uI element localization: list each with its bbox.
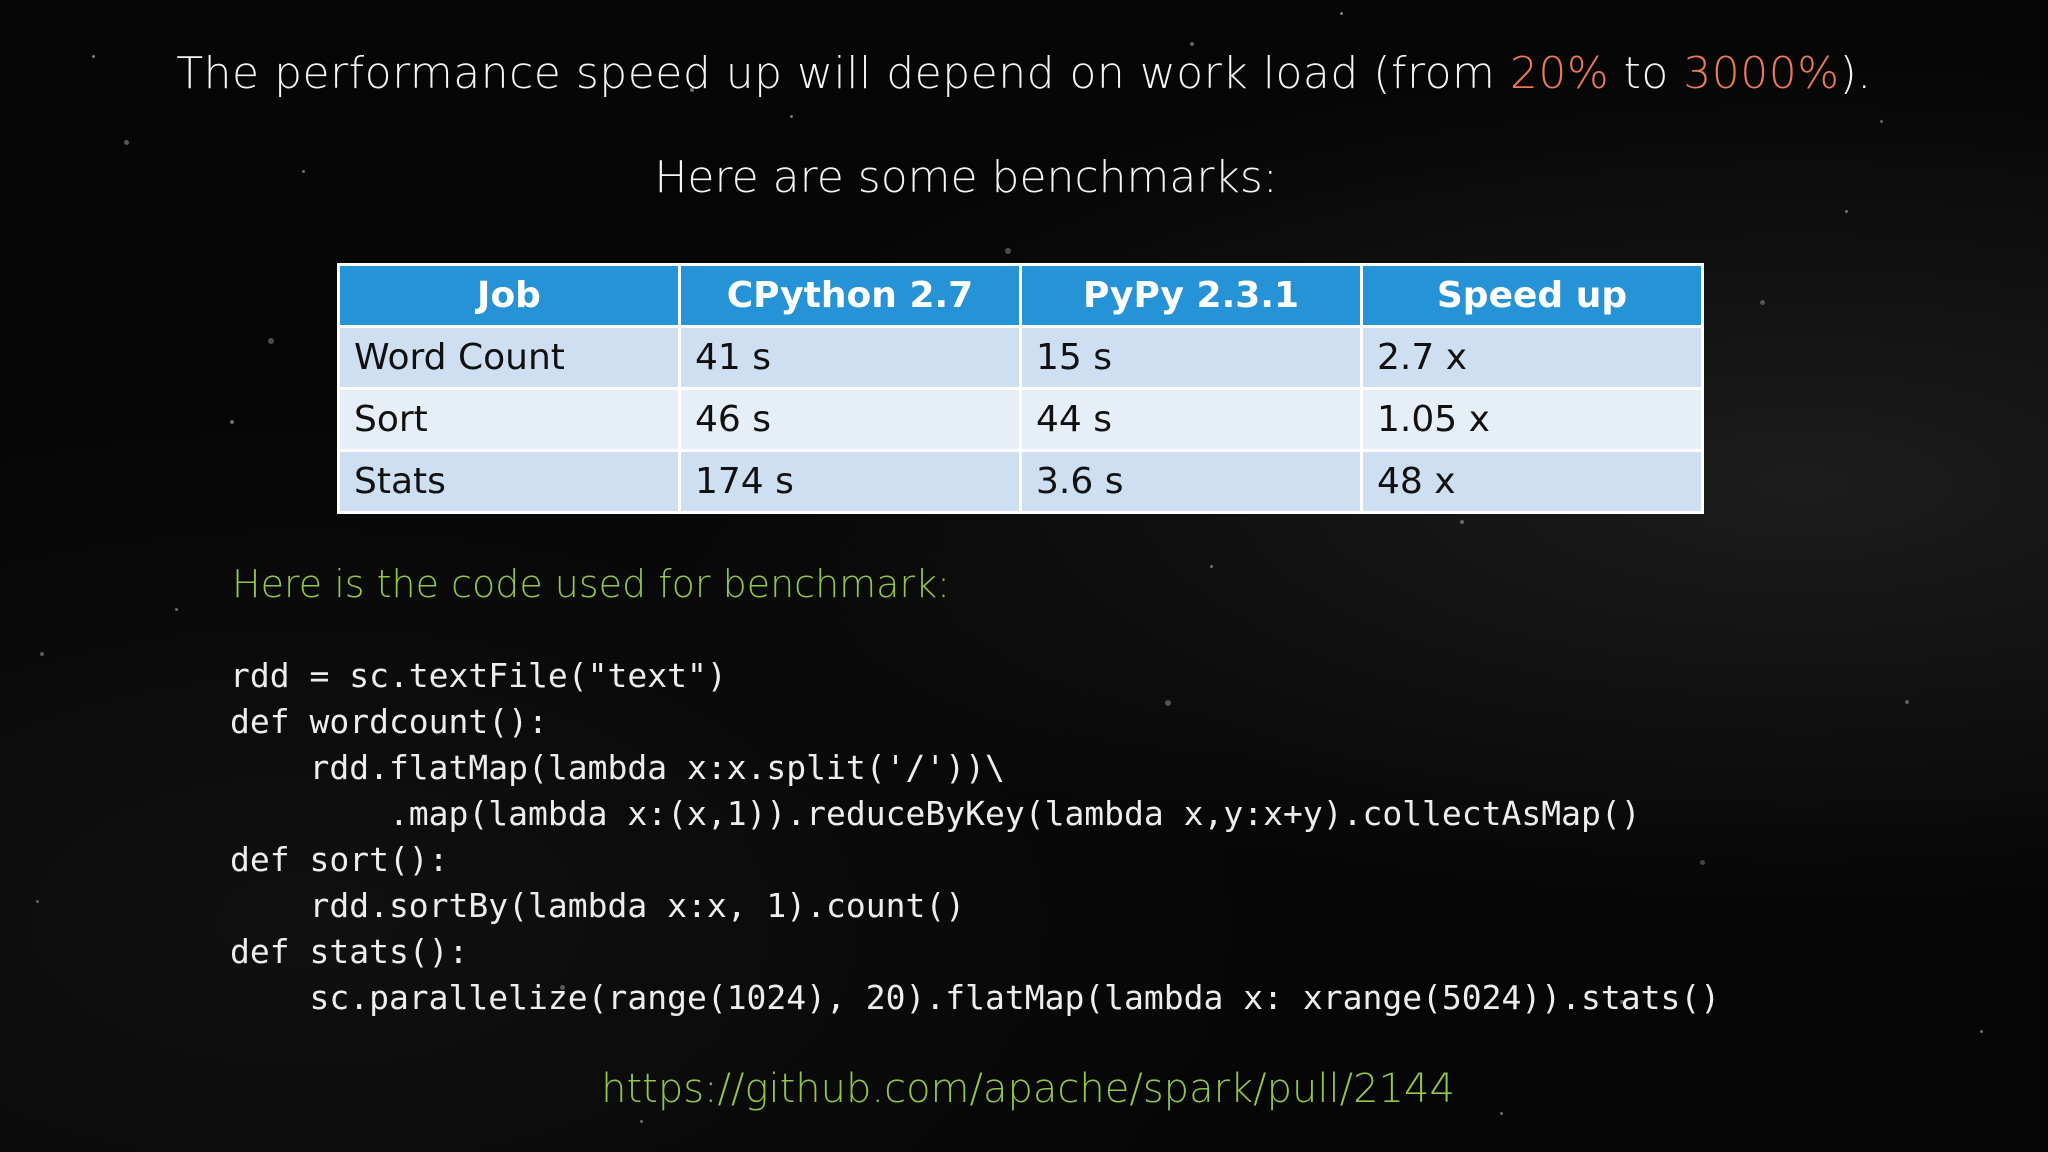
star — [360, 912, 364, 916]
cell-cpython: 174 s — [678, 449, 1022, 514]
star — [1500, 1112, 1503, 1115]
cell-pypy: 15 s — [1019, 325, 1363, 390]
cell-cpython: 41 s — [678, 325, 1022, 390]
header-pypy: PyPy 2.3.1 — [1019, 263, 1363, 328]
star — [1190, 42, 1194, 46]
cell-pypy: 3.6 s — [1019, 449, 1363, 514]
star — [230, 420, 234, 424]
code-block: rdd = sc.textFile("text") def wordcount()… — [230, 653, 1720, 1021]
cell-cpython: 46 s — [678, 387, 1022, 452]
code-line: def wordcount(): — [230, 702, 548, 741]
cell-job: Word Count — [337, 325, 681, 390]
star — [690, 88, 694, 92]
star — [36, 900, 39, 903]
headline-prefix: The performance speed up will depend on … — [176, 48, 1510, 99]
star — [1760, 300, 1765, 305]
benchmark-table: Job CPython 2.7 PyPy 2.3.1 Speed up Word… — [337, 263, 1704, 514]
star — [1845, 210, 1848, 213]
code-line: rdd.flatMap(lambda x:x.split('/'))\ — [230, 748, 1005, 787]
headline-suffix: ). — [1839, 48, 1872, 99]
github-pull-link[interactable]: https://github.com/apache/spark/pull/214… — [601, 1066, 1455, 1112]
table-row: Stats 174 s 3.6 s 48 x — [337, 449, 1704, 514]
table-header-row: Job CPython 2.7 PyPy 2.3.1 Speed up — [337, 263, 1704, 328]
star — [1165, 700, 1171, 706]
headline: The performance speed up will depend on … — [0, 48, 2048, 99]
headline-low-percent: 20% — [1509, 48, 1610, 99]
star — [268, 338, 274, 344]
star — [1700, 860, 1705, 865]
cell-speedup: 2.7 x — [1360, 325, 1704, 390]
header-job: Job — [337, 263, 681, 328]
code-line: def stats(): — [230, 932, 469, 971]
table-row: Word Count 41 s 15 s 2.7 x — [337, 325, 1704, 390]
cell-speedup: 48 x — [1360, 449, 1704, 514]
star — [175, 608, 178, 611]
headline-middle: to — [1609, 48, 1684, 99]
headline-high-percent: 3000% — [1683, 48, 1840, 99]
star — [1210, 565, 1213, 568]
code-line: def sort(): — [230, 840, 449, 879]
table-row: Sort 46 s 44 s 1.05 x — [337, 387, 1704, 452]
star — [560, 985, 565, 990]
star — [1980, 1030, 1983, 1033]
star — [1005, 248, 1011, 254]
star — [1880, 120, 1883, 123]
star — [40, 652, 44, 656]
code-line: rdd = sc.textFile("text") — [230, 656, 727, 695]
header-cpython: CPython 2.7 — [678, 263, 1022, 328]
cell-job: Sort — [337, 387, 681, 452]
code-line: .map(lambda x:(x,1)).reduceByKey(lambda … — [230, 794, 1641, 833]
star — [1620, 1000, 1624, 1004]
cell-job: Stats — [337, 449, 681, 514]
star — [1905, 700, 1909, 704]
header-speedup: Speed up — [1360, 263, 1704, 328]
star — [1340, 12, 1343, 15]
star — [302, 170, 305, 173]
cell-speedup: 1.05 x — [1360, 387, 1704, 452]
cell-pypy: 44 s — [1019, 387, 1363, 452]
star — [1460, 520, 1464, 524]
code-line: sc.parallelize(range(1024), 20).flatMap(… — [230, 978, 1721, 1017]
code-line: rdd.sortBy(lambda x:x, 1).count() — [230, 886, 966, 925]
star — [640, 1120, 643, 1123]
star — [92, 55, 95, 58]
benchmarks-subhead: Here are some benchmarks: — [654, 152, 1278, 203]
star — [124, 140, 129, 145]
code-heading: Here is the code used for benchmark: — [232, 562, 950, 606]
star — [790, 115, 793, 118]
